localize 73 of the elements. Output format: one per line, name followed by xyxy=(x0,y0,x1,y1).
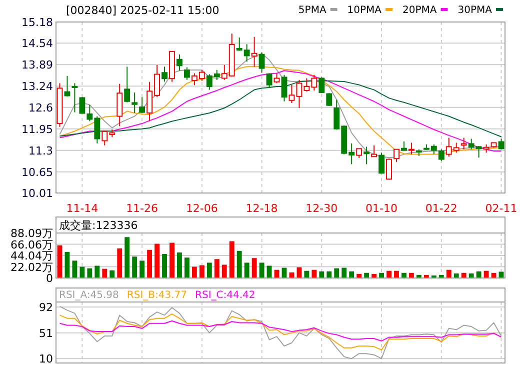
bar xyxy=(386,270,392,278)
bar xyxy=(319,271,324,278)
bar xyxy=(140,260,145,278)
y-tick-label: 51 xyxy=(39,326,53,340)
bar xyxy=(110,270,115,278)
bar xyxy=(334,268,340,278)
y-tick-label: 13.89 xyxy=(22,58,53,72)
bar xyxy=(326,271,332,278)
y-tick-label: 12.6 xyxy=(28,101,53,114)
bar xyxy=(484,270,489,278)
bar xyxy=(304,270,310,278)
bar xyxy=(72,260,78,278)
legend-label: 30PMA xyxy=(458,5,492,16)
bar xyxy=(312,270,317,278)
bar xyxy=(244,262,250,278)
bar xyxy=(102,268,108,278)
bar xyxy=(229,241,234,278)
x-tick-label: 01-22 xyxy=(425,202,458,215)
series-label: RSI_B:43.77 xyxy=(126,290,188,301)
bar xyxy=(124,237,130,278)
x-tick-label: 01-10 xyxy=(366,202,398,215)
y-tick-label: 14.54 xyxy=(22,37,53,50)
bar xyxy=(476,271,482,278)
y-tick-label: 13.24 xyxy=(22,80,53,94)
x-tick-label: 11-14 xyxy=(66,202,98,215)
y-tick-label: 10.65 xyxy=(22,166,53,179)
bar xyxy=(170,242,174,278)
series-label: RSI_A:45.98 xyxy=(59,290,119,301)
bar xyxy=(446,270,452,278)
y-tick-label: 92 xyxy=(39,301,53,314)
bar xyxy=(394,270,399,278)
legend-label: 20PMA xyxy=(402,5,437,16)
y-tick-label: 15.18 xyxy=(22,16,53,29)
bar xyxy=(87,268,92,278)
bar xyxy=(117,248,122,278)
y-tick-label: 11.3 xyxy=(28,144,53,158)
bar xyxy=(214,259,220,278)
y-tick-label: 22.02万 xyxy=(10,260,53,274)
bar xyxy=(192,266,197,278)
text: RSI_C:44.42 xyxy=(195,290,256,301)
bar xyxy=(252,258,257,278)
bar xyxy=(222,264,227,278)
bar xyxy=(349,271,354,278)
y-tick-label: 10 xyxy=(39,352,53,365)
y-tick-label: 10.01 xyxy=(22,187,53,200)
chart-title: [002840] 2025-02-11 15:00 xyxy=(66,4,220,17)
bar xyxy=(177,252,182,278)
legend-label: 5PMA xyxy=(298,5,326,16)
bar xyxy=(80,266,85,278)
bar xyxy=(296,267,302,278)
x-tick-label: 11-26 xyxy=(126,202,158,215)
bar xyxy=(259,262,264,278)
bar xyxy=(199,265,204,278)
bar xyxy=(162,254,167,278)
bar xyxy=(147,250,152,278)
y-tick-label: 88.09万 xyxy=(10,227,53,240)
y-tick-label: 44.04万 xyxy=(10,250,53,263)
y-tick-label: 11.95 xyxy=(22,122,53,136)
y-tick-label: 0 xyxy=(46,272,53,285)
x-tick-label: 02-11 xyxy=(485,202,518,215)
x-tick-label: 12-18 xyxy=(246,202,278,215)
bar xyxy=(154,244,160,278)
x-tick-label: 12-06 xyxy=(186,202,218,215)
bar xyxy=(342,268,347,278)
bar xyxy=(132,256,138,278)
bar xyxy=(94,266,100,278)
bar xyxy=(184,258,190,278)
y-tick-label: 66.06万 xyxy=(10,238,53,252)
text: 成交量:123336 xyxy=(59,219,138,232)
bar xyxy=(206,262,212,278)
legend-label: 10PMA xyxy=(347,5,382,16)
x-tick-label: 12-30 xyxy=(306,202,338,215)
bar xyxy=(236,250,242,278)
